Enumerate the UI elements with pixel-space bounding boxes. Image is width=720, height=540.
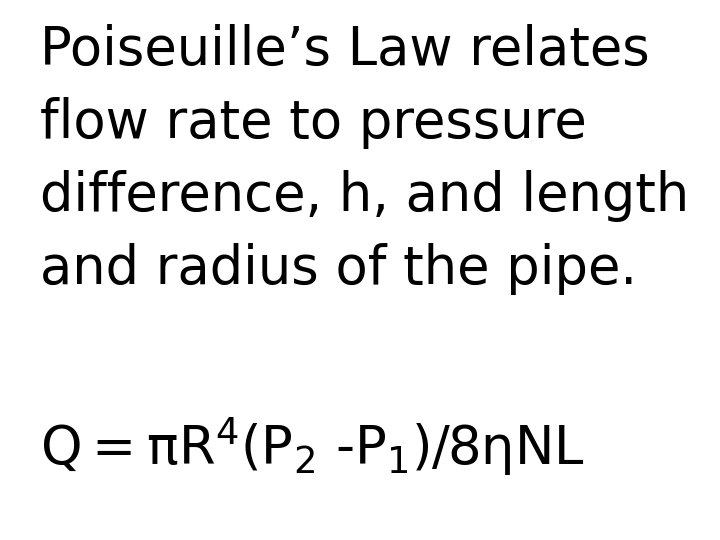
Text: $\mathsf{Q = \pi R^4(P_2\ \text{-}P_1)/8\eta NL}$: $\mathsf{Q = \pi R^4(P_2\ \text{-}P_1)/8… — [40, 415, 584, 478]
Text: and radius of the pipe.: and radius of the pipe. — [40, 243, 636, 295]
Text: difference, h, and length: difference, h, and length — [40, 170, 689, 222]
Text: Poiseuille’s Law relates: Poiseuille’s Law relates — [40, 24, 649, 76]
Text: flow rate to pressure: flow rate to pressure — [40, 97, 586, 149]
